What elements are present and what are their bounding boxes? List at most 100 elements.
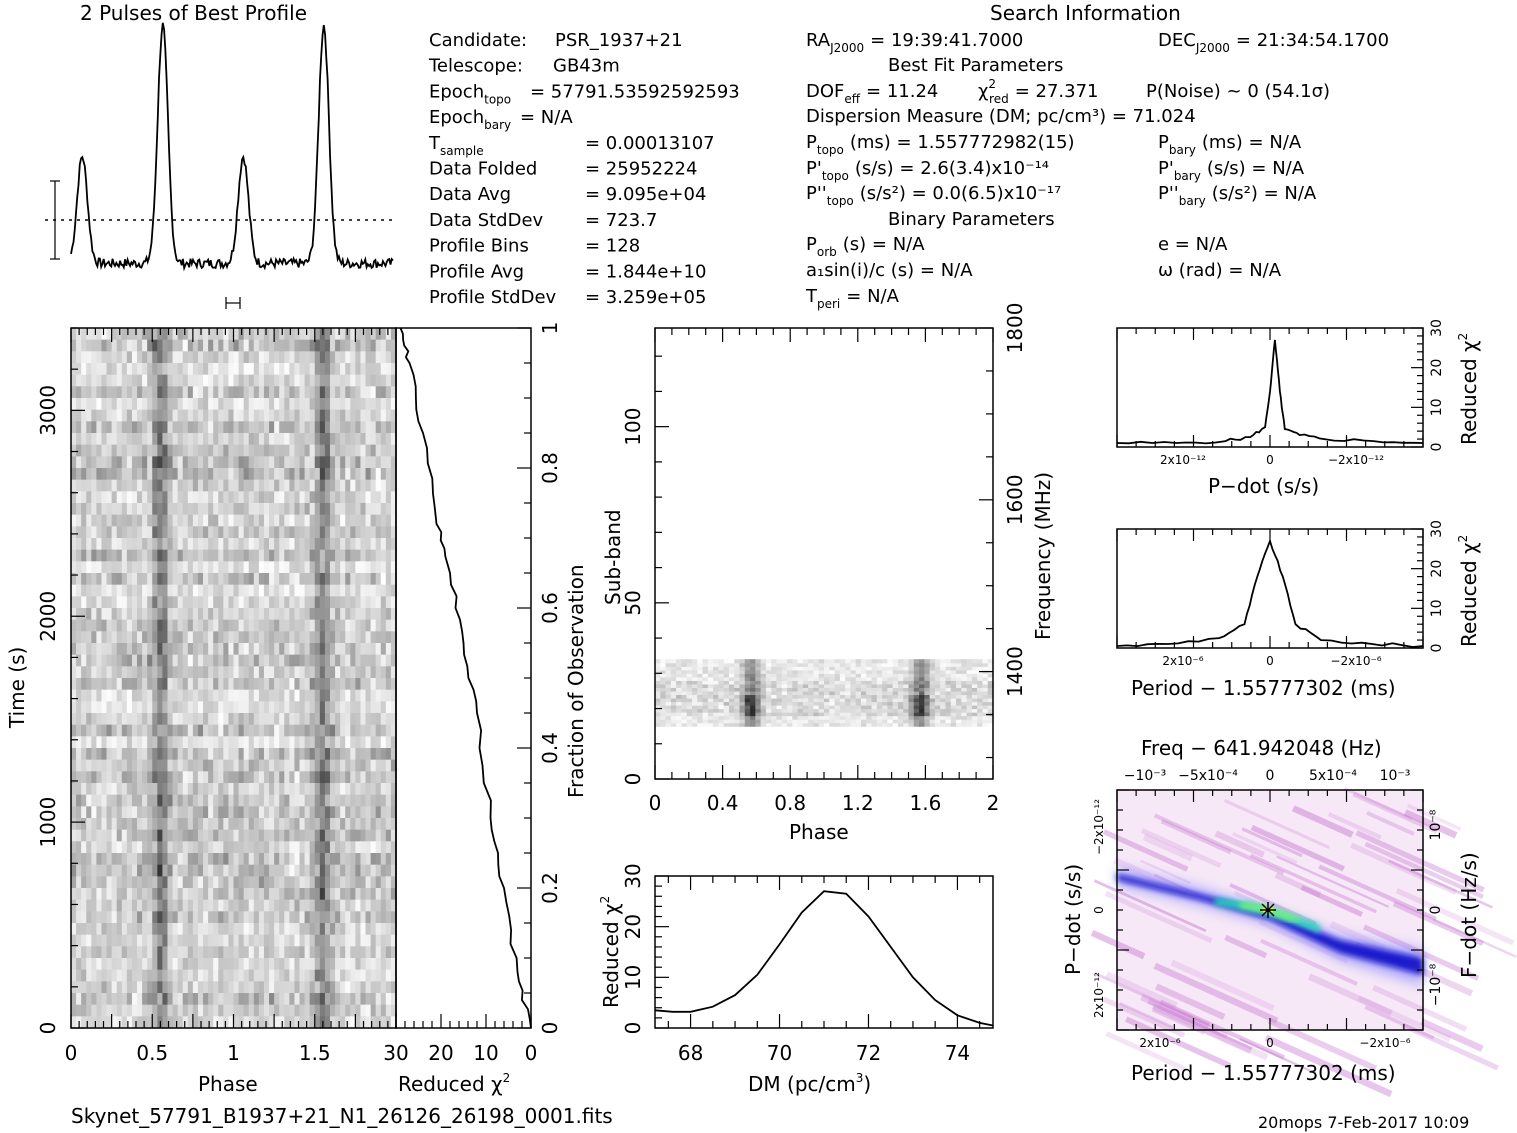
subband-cell (887, 722, 894, 727)
time-phase-cell (238, 538, 245, 551)
time-phase-cell (152, 701, 158, 714)
time-phase-cell (162, 759, 169, 772)
time-phase-cell (126, 701, 133, 714)
candidate-info-label: Data Folded (429, 159, 537, 180)
time-phase-cell (294, 351, 301, 364)
time-phase-cell (233, 584, 240, 597)
time-phase-cell (157, 923, 164, 936)
subband-cell (860, 694, 867, 699)
subband-cell (887, 697, 894, 703)
time-phase-cell (91, 1016, 97, 1029)
time-phase-cell (116, 736, 123, 749)
time-phase-cell (203, 689, 209, 702)
time-phase-cell (253, 538, 260, 551)
time-phase-cell (101, 1016, 108, 1029)
time-phase-cell (253, 409, 260, 422)
time-phase-cell (121, 841, 128, 854)
time-phase-cell (71, 678, 77, 691)
time-phase-cell (309, 514, 316, 527)
time-phase-cell (197, 491, 204, 504)
time-phase-cell (126, 689, 133, 702)
time-phase-cell (279, 409, 285, 422)
time-phase-cell (182, 433, 189, 446)
subband-cell (660, 683, 667, 688)
subband-cell (686, 697, 693, 703)
subband-cell (676, 673, 683, 678)
time-phase-cell (223, 981, 230, 994)
time-phase-cell (187, 958, 194, 971)
subband-cell (913, 705, 920, 710)
time-phase-cell (340, 596, 346, 609)
subband-cell (802, 673, 809, 678)
time-phase-cell (279, 899, 285, 912)
time-phase-cell (279, 479, 285, 492)
time-phase-cell (91, 864, 97, 877)
subband-cell (718, 708, 725, 713)
subband-cell (897, 697, 904, 703)
subband-cell (697, 680, 704, 685)
subband-cell (797, 715, 804, 720)
subband-cell (787, 722, 793, 727)
subband-cell (802, 680, 809, 685)
time-phase-cell (375, 864, 382, 877)
time-phase-cell (248, 654, 255, 667)
time-phase-cell (263, 864, 270, 877)
time-phase-cell (106, 981, 113, 994)
time-phase-cell (390, 934, 397, 947)
time-phase-cell (345, 748, 351, 761)
time-phase-cell (340, 678, 346, 691)
subband-cell (924, 722, 931, 727)
subband-cell (940, 697, 947, 703)
time-phase-cell (218, 748, 224, 761)
time-phase-cell (167, 573, 174, 586)
time-phase-cell (345, 689, 351, 702)
time-phase-cell (284, 526, 290, 539)
time-phase-cell (86, 876, 92, 889)
time-phase-cell (360, 654, 367, 667)
time-phase-cell (91, 363, 97, 376)
time-phase-cell (197, 584, 204, 597)
time-phase-cell (314, 771, 321, 784)
time-phase-cell (350, 421, 356, 434)
time-phase-cell (238, 736, 245, 749)
time-phase-cell (96, 911, 103, 924)
time-phase-cell (208, 479, 214, 492)
time-phase-cell (126, 363, 133, 376)
time-phase-cell (81, 444, 87, 457)
subband-cell (876, 697, 883, 703)
time-phase-cell (289, 491, 296, 504)
time-phase-cell (390, 409, 397, 422)
subband-cell (771, 719, 778, 724)
time-phase-cell (319, 479, 326, 492)
time-phase-cell (294, 666, 301, 679)
time-phase-cell (76, 526, 82, 539)
time-phase-cell (192, 351, 199, 364)
time-phase-cell (360, 829, 367, 842)
time-phase-cell (116, 748, 123, 761)
time-phase-cell (289, 771, 296, 784)
subband-cell (792, 719, 799, 724)
time-phase-cell (126, 783, 133, 796)
time-phase-cell (314, 818, 321, 831)
time-phase-cell (126, 491, 133, 504)
subband-cell (824, 676, 830, 681)
time-phase-cell (177, 479, 184, 492)
time-phase-cell (365, 748, 372, 761)
time-phase-cell (243, 876, 250, 889)
time-phase-cell (203, 713, 209, 726)
time-phase-cell (162, 923, 169, 936)
time-phase-cell (263, 433, 270, 446)
omega-row: ω (rad) = N/A (1158, 260, 1282, 281)
time-phase-cell (147, 631, 153, 644)
time-phase-cell (187, 759, 194, 772)
time-phase-cell (263, 748, 270, 761)
time-phase-cell (91, 724, 97, 737)
time-phase-cell (137, 503, 143, 516)
time-phase-cell (121, 351, 128, 364)
time-phase-cell (329, 678, 336, 691)
time-phase-cell (340, 643, 346, 656)
subband-cell (908, 694, 915, 699)
time-phase-cell (71, 864, 77, 877)
time-phase-cell (172, 573, 179, 586)
time-phase-cell (385, 993, 392, 1006)
